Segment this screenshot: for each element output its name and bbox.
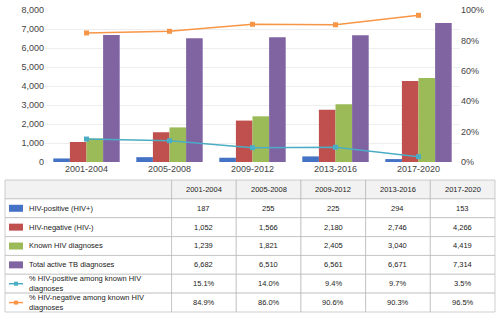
svg-text:2,180: 2,180: [324, 223, 343, 232]
svg-text:0: 0: [39, 157, 44, 167]
svg-text:8,000: 8,000: [21, 5, 44, 15]
svg-text:14.0%: 14.0%: [258, 279, 280, 288]
svg-text:% HIV-negative among known HIV: % HIV-negative among known HIVdiagnoses: [29, 293, 144, 312]
svg-text:1,239: 1,239: [194, 241, 213, 250]
svg-text:2,746: 2,746: [388, 223, 407, 232]
svg-text:HIV-negative (HIV-): HIV-negative (HIV-): [29, 223, 94, 232]
svg-text:4,419: 4,419: [453, 241, 472, 250]
svg-text:9.7%: 9.7%: [389, 279, 406, 288]
svg-text:3,040: 3,040: [388, 241, 407, 250]
svg-text:2013-2016: 2013-2016: [380, 185, 416, 194]
svg-text:6,671: 6,671: [388, 260, 407, 269]
svg-text:3.5%: 3.5%: [454, 279, 471, 288]
svg-text:255: 255: [262, 204, 275, 213]
svg-text:4,266: 4,266: [453, 223, 472, 232]
svg-text:HIV-positive (HIV+): HIV-positive (HIV+): [29, 204, 93, 213]
svg-text:153: 153: [456, 204, 469, 213]
svg-text:86.0%: 86.0%: [258, 298, 280, 307]
svg-text:294: 294: [391, 204, 404, 213]
svg-text:2,000: 2,000: [21, 119, 44, 129]
svg-text:0%: 0%: [461, 157, 474, 167]
svg-text:6,510: 6,510: [259, 260, 278, 269]
svg-text:60%: 60%: [461, 66, 479, 76]
svg-text:15.1%: 15.1%: [193, 279, 215, 288]
svg-text:2005-2008: 2005-2008: [148, 164, 191, 174]
svg-text:2013-2016: 2013-2016: [314, 164, 357, 174]
svg-text:7,000: 7,000: [21, 24, 44, 34]
svg-text:20%: 20%: [461, 127, 479, 137]
svg-text:2009-2012: 2009-2012: [231, 164, 274, 174]
svg-text:2001-2004: 2001-2004: [65, 164, 108, 174]
svg-text:1,000: 1,000: [21, 138, 44, 148]
svg-text:1,821: 1,821: [259, 241, 278, 250]
svg-text:% HIV-positive among known HIV: % HIV-positive among known HIVdiagnoses: [29, 274, 141, 293]
svg-text:96.5%: 96.5%: [452, 298, 474, 307]
svg-text:90.3%: 90.3%: [387, 298, 409, 307]
svg-text:2017-2020: 2017-2020: [445, 185, 481, 194]
svg-text:2001-2004: 2001-2004: [186, 185, 222, 194]
svg-text:1,566: 1,566: [259, 223, 278, 232]
svg-text:40%: 40%: [461, 96, 479, 106]
svg-text:80%: 80%: [461, 36, 479, 46]
svg-text:6,682: 6,682: [194, 260, 213, 269]
svg-text:1,052: 1,052: [194, 223, 213, 232]
svg-text:5,000: 5,000: [21, 62, 44, 72]
svg-text:90.6%: 90.6%: [322, 298, 344, 307]
svg-text:9.4%: 9.4%: [325, 279, 342, 288]
svg-text:2017-2020: 2017-2020: [397, 164, 440, 174]
svg-text:6,000: 6,000: [21, 43, 44, 53]
svg-text:7,314: 7,314: [453, 260, 472, 269]
svg-text:2,405: 2,405: [324, 241, 343, 250]
svg-text:6,561: 6,561: [324, 260, 343, 269]
svg-text:Total active TB diagnoses: Total active TB diagnoses: [29, 260, 115, 269]
svg-text:3,000: 3,000: [21, 100, 44, 110]
svg-text:100%: 100%: [461, 5, 484, 15]
svg-text:Known HIV diagnoses: Known HIV diagnoses: [29, 241, 103, 250]
svg-text:84.9%: 84.9%: [193, 298, 215, 307]
svg-text:225: 225: [327, 204, 340, 213]
svg-text:2005-2008: 2005-2008: [251, 185, 287, 194]
svg-text:187: 187: [197, 204, 210, 213]
svg-text:2009-2012: 2009-2012: [315, 185, 351, 194]
svg-text:4,000: 4,000: [21, 81, 44, 91]
